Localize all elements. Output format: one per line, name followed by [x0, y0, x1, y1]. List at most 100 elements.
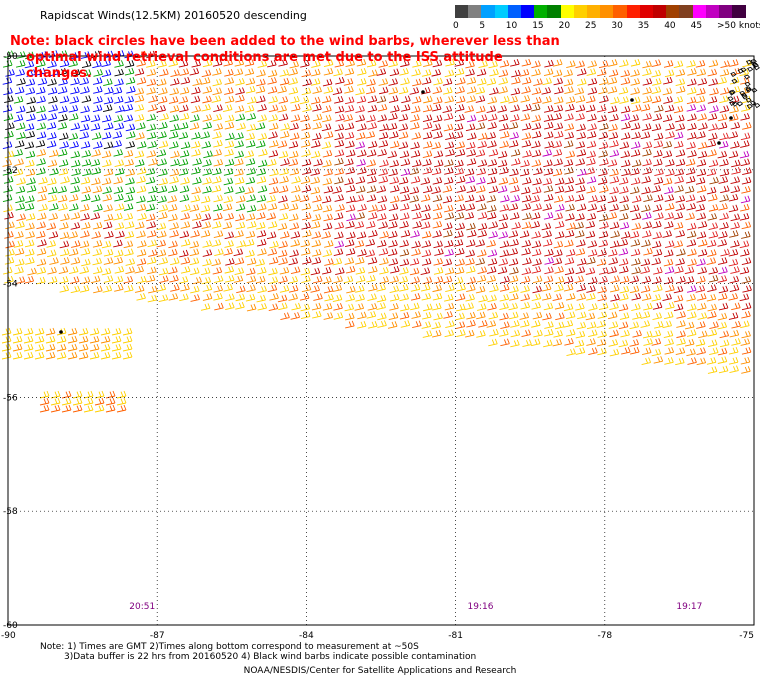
wind-barb	[728, 248, 739, 257]
legend-swatch	[507, 5, 522, 18]
wind-barb	[498, 222, 508, 230]
wind-barb	[400, 158, 411, 167]
coastline-segment	[743, 74, 751, 80]
wind-barb	[345, 294, 355, 302]
wind-barb	[387, 150, 398, 159]
wind-barb	[213, 284, 223, 293]
wind-barb	[618, 258, 629, 266]
wind-barb	[499, 166, 509, 175]
wind-barb	[200, 195, 211, 204]
wind-barb	[564, 176, 575, 185]
wind-barb	[684, 321, 695, 330]
wind-barb	[378, 247, 389, 256]
wind-barb	[565, 96, 576, 104]
wind-speed-legend: 0 5 10 15 20 25 30 35 40 45 >50 knots	[453, 5, 760, 39]
wind-barb	[234, 230, 244, 238]
wind-barb	[519, 168, 530, 177]
wind-barb	[565, 311, 576, 320]
wind-barb	[531, 266, 542, 274]
wind-barb	[92, 77, 103, 85]
wind-barb	[268, 303, 279, 311]
wind-barb	[453, 131, 464, 139]
wind-barb	[521, 267, 532, 276]
wind-barb	[696, 131, 706, 139]
wind-barb	[697, 266, 708, 275]
legend-swatch	[679, 5, 694, 18]
wind-barb	[466, 86, 477, 94]
wind-barb	[224, 265, 235, 274]
wind-barb	[608, 59, 618, 67]
wind-barb	[61, 390, 72, 399]
wind-barb	[246, 140, 256, 148]
wind-barb	[357, 123, 367, 132]
wind-barb	[554, 284, 564, 292]
wind-barb	[235, 221, 246, 230]
coastline-islands	[727, 59, 760, 110]
wind-barb	[269, 122, 279, 131]
wind-barb	[310, 168, 321, 176]
wind-barb	[235, 87, 245, 95]
wind-barb	[211, 239, 222, 247]
wind-barb	[179, 104, 189, 113]
wind-barb	[90, 158, 101, 167]
wind-barb	[157, 78, 167, 87]
wind-barb	[81, 258, 91, 267]
wind-barb	[255, 85, 266, 94]
wind-barb	[332, 87, 343, 96]
wind-barb	[312, 86, 322, 94]
wind-barb	[246, 204, 257, 213]
wind-barb	[640, 103, 651, 112]
wind-barb	[497, 159, 508, 168]
wind-barb	[675, 229, 686, 238]
wind-barb	[213, 292, 223, 301]
wind-barb	[93, 266, 103, 275]
wind-barb	[642, 78, 653, 86]
wind-barb	[687, 87, 697, 95]
wind-barb	[586, 338, 596, 346]
wind-barb	[104, 86, 114, 95]
wind-barb	[367, 95, 378, 103]
wind-barb	[544, 321, 554, 329]
wind-barb	[510, 320, 520, 328]
coastline-segment	[727, 96, 734, 102]
wind-barb	[158, 211, 168, 220]
wind-barb	[651, 123, 662, 132]
wind-barb	[57, 122, 68, 130]
wind-barb	[553, 104, 564, 113]
wind-barb	[563, 69, 573, 77]
wind-barb	[288, 68, 298, 76]
wind-barb	[696, 357, 707, 366]
wind-barb	[46, 140, 57, 148]
wind-barb	[104, 122, 114, 131]
wind-barb	[346, 149, 356, 158]
wind-barb	[82, 168, 92, 177]
wind-barb	[597, 249, 607, 257]
wind-barb	[235, 94, 245, 103]
wind-barb	[389, 303, 399, 311]
wind-barb	[268, 95, 278, 104]
wind-barb	[586, 257, 596, 265]
wind-barb	[355, 114, 366, 123]
wind-barb	[379, 266, 389, 275]
wind-barb	[278, 212, 289, 221]
wind-barb	[673, 285, 684, 294]
wind-barb	[49, 167, 59, 176]
wind-barb	[223, 177, 234, 186]
wind-barb	[552, 338, 563, 347]
wind-barb	[411, 105, 421, 114]
wind-barb	[179, 249, 189, 258]
wind-barb	[236, 195, 246, 204]
wind-barb	[126, 131, 136, 139]
wind-barb	[48, 104, 58, 113]
wind-barb	[706, 139, 717, 148]
wind-barb	[136, 122, 146, 130]
wind-barb	[629, 230, 640, 239]
wind-barb	[12, 327, 23, 336]
wind-barb	[488, 221, 498, 229]
wind-barb	[543, 339, 553, 348]
wind-barb	[706, 186, 717, 195]
wind-barb	[641, 357, 652, 365]
coastline-segment	[737, 68, 744, 74]
wind-barb	[355, 275, 366, 283]
wind-barb	[368, 283, 378, 292]
